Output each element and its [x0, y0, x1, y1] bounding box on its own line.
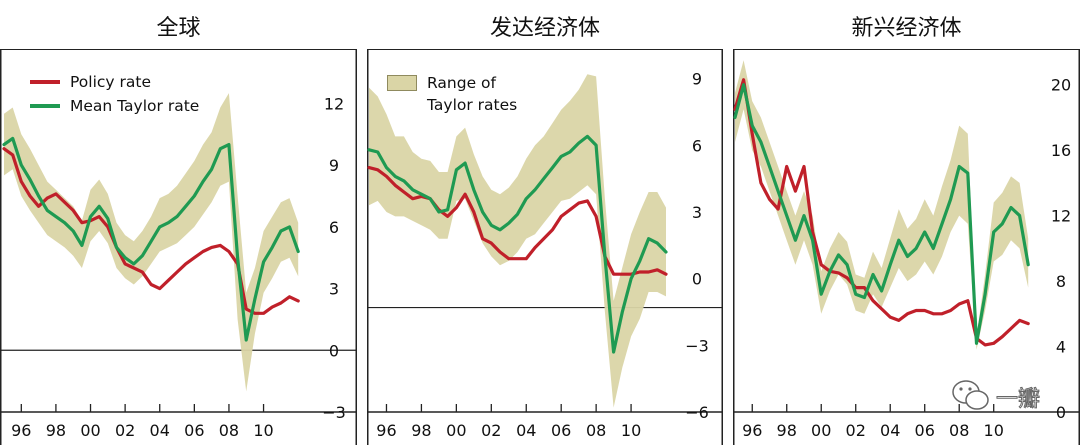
x-tick-label: 10: [984, 421, 1004, 440]
legend: Policy rate Mean Taylor rate: [30, 70, 199, 118]
legend-item-policy: Policy rate: [30, 70, 199, 94]
y-tick-label: 6: [692, 136, 702, 155]
legend-label-range: Range of Taylor rates: [427, 74, 518, 114]
legend-swatch-taylor: [30, 104, 60, 108]
x-tick-label: 06: [551, 421, 571, 440]
panel-global: 全球 −3 0 3 6 9 12 96 98 00 02 04 06 08 10 Policy rate …: [0, 0, 357, 445]
y-tick-label: 4: [1056, 338, 1066, 357]
x-tick-label: 04: [150, 421, 170, 440]
x-tick-label: 00: [446, 421, 466, 440]
policy-rate-line: [367, 166, 668, 276]
x-tick-label: 02: [846, 421, 866, 440]
y-tick-label: 0: [1056, 403, 1066, 422]
x-tick-label: 96: [742, 421, 762, 440]
x-tick-label: 04: [516, 421, 536, 440]
legend-swatch-policy: [30, 80, 60, 84]
panel-title: 全球: [0, 0, 357, 50]
y-tick-label: 3: [329, 280, 339, 299]
y-tick-label: 12: [1051, 207, 1071, 226]
x-tick-label: 08: [219, 421, 239, 440]
legend-swatch-range: [387, 75, 417, 91]
watermark-text: 一瓣: [995, 387, 1041, 413]
x-tick-label: 00: [811, 421, 831, 440]
x-tick-label: 06: [184, 421, 204, 440]
x-tick-label: 02: [115, 421, 135, 440]
panel-title: 新兴经济体: [733, 0, 1080, 50]
x-tick-label: 04: [880, 421, 900, 440]
chart-advanced: −6 −3 0 3 6 9 96 98 00 02 04 06 08 10: [367, 50, 723, 445]
y-tick-label: 20: [1051, 76, 1071, 95]
taylor-rate-line: [2, 136, 300, 342]
legend-item-taylor: Mean Taylor rate: [30, 94, 199, 118]
x-tick-label: 96: [11, 421, 31, 440]
panel-emerging: 新兴经济体 0 4 8 12 16 20 96 98 00 02 04 06 08 10: [733, 0, 1080, 445]
y-tick-label: 12: [324, 94, 344, 113]
y-tick-label: 0: [692, 270, 702, 289]
x-tick-label: 10: [253, 421, 273, 440]
x-tick-label: 06: [915, 421, 935, 440]
range-band: [369, 74, 666, 408]
x-tick-label: 96: [376, 421, 396, 440]
panel-advanced: 发达经济体 −6 −3 0 3 6 9 96 98 00 02 04 06 08 10 Range of …: [367, 0, 723, 445]
x-tick-label: 98: [411, 421, 431, 440]
y-tick-label: 3: [692, 203, 702, 222]
y-tick-label: 9: [692, 70, 702, 89]
y-tick-label: 9: [329, 156, 339, 175]
watermark: 一瓣: [948, 375, 1078, 415]
panel-title: 发达经济体: [367, 0, 723, 50]
y-tick-label: −3: [322, 403, 346, 422]
policy-rate-line: [2, 147, 300, 315]
x-tick-label: 08: [949, 421, 969, 440]
y-tick-label: −6: [685, 403, 709, 422]
legend: Range of Taylor rates: [387, 72, 517, 116]
chart-global: −3 0 3 6 9 12 96 98 00 02 04 06 08 10: [0, 50, 357, 445]
x-tick-label: 02: [481, 421, 501, 440]
x-tick-label: 98: [46, 421, 66, 440]
y-tick-label: 16: [1051, 141, 1071, 160]
y-tick-label: 0: [329, 341, 339, 360]
x-tick-label: 10: [621, 421, 641, 440]
x-tick-label: 00: [80, 421, 100, 440]
wechat-icon: [952, 380, 989, 410]
legend-label-policy: Policy rate: [70, 73, 151, 91]
policy-rate-line: [733, 78, 1030, 347]
x-tick-label: 08: [586, 421, 606, 440]
y-tick-label: 8: [1056, 272, 1066, 291]
taylor-rate-line: [367, 134, 668, 354]
legend-label-taylor: Mean Taylor rate: [70, 97, 200, 115]
x-tick-label: 98: [777, 421, 797, 440]
y-tick-label: 6: [329, 218, 339, 237]
taylor-rate-line: [733, 83, 1030, 345]
y-tick-label: −3: [685, 336, 709, 355]
